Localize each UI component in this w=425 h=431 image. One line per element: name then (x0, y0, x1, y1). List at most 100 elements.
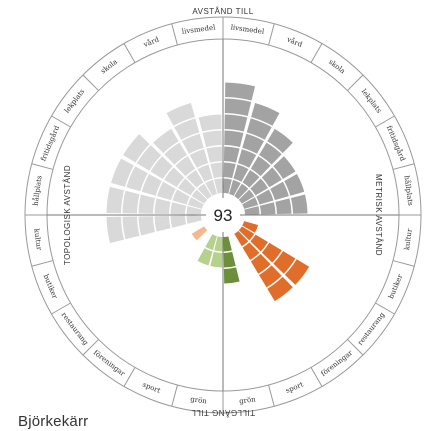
bar-cell-skola (175, 156, 196, 177)
category-label: restaurang (60, 311, 90, 347)
bar-cell-restaurang (284, 259, 310, 285)
bar-cell-hållplats (154, 198, 171, 215)
bar-cell-lekplats (191, 189, 208, 204)
ring-divider (171, 23, 178, 46)
bar-cell-butiker (242, 221, 259, 233)
bar-cell-fritidsgård (126, 166, 148, 192)
bar-cell-hållplats (186, 206, 202, 215)
bar-cell-livsmedel (224, 98, 252, 117)
category-label: hållplats (402, 175, 415, 207)
ring-divider (82, 74, 99, 91)
category-label: sport (285, 380, 305, 395)
bar-cell-livsmedel (206, 146, 223, 163)
bar-cell-livsmedel (225, 82, 256, 101)
bar-cell-lekplats (250, 178, 269, 196)
category-label: föreningar (320, 348, 355, 378)
bar-cell-vård (246, 118, 272, 140)
ring-divider (268, 23, 275, 46)
axis-title-left: TOPOLOGISK AVSTÅND (63, 165, 72, 265)
category-label: livsmedel (181, 23, 216, 35)
bar-cell-livsmedel (223, 146, 240, 163)
ring-divider (310, 43, 323, 63)
bar-cell-fritidsgård (172, 189, 190, 205)
place-name: Björkekärr (18, 413, 89, 430)
bar-cell-fritidsgård (270, 181, 289, 201)
bar-cell-vård (233, 164, 249, 182)
bar-cell-livsmedel (223, 162, 236, 179)
bar-cell-kultur (106, 216, 125, 244)
ring-divider (51, 302, 71, 315)
bar-cell-restaurang (191, 226, 208, 241)
bar-cell-skola (242, 169, 260, 188)
bar-cell-grön (223, 236, 232, 252)
axis-title-top: AVSTÅND TILL (192, 7, 253, 16)
ring-divider (375, 302, 395, 315)
bar-cell-grön (223, 251, 236, 268)
category-label: kultur (32, 228, 43, 251)
bar-cell-grön (223, 267, 240, 284)
bar-cell-fritidsgård (256, 189, 274, 205)
bar-cell-restaurang (273, 251, 296, 274)
ring-divider (31, 163, 54, 170)
bar-cell-fritidsgård (111, 158, 134, 187)
bar-cell-fritidsgård (284, 174, 305, 196)
bar-cell-lekplats (136, 145, 162, 171)
bar-cell-föreningar (242, 242, 260, 261)
bar-cell-sport (205, 234, 217, 251)
ring-divider (268, 384, 275, 407)
bar-cell-hållplats (138, 194, 156, 214)
ring-divider (347, 339, 364, 356)
bar-cell-livsmedel (210, 162, 223, 179)
category-label: vård (285, 34, 305, 49)
bar-cell-vård (174, 118, 200, 140)
bar-cell-föreningar (234, 230, 249, 247)
bar-cell-vård (205, 179, 217, 196)
score-value: 93 (214, 206, 233, 225)
bar-cell-hållplats (106, 186, 125, 214)
bar-cell-skola (197, 183, 212, 200)
bar-cell-livsmedel (223, 178, 232, 194)
bar-cell-lekplats (273, 156, 296, 179)
bar-cell-lekplats (164, 167, 185, 188)
ring-divider (375, 115, 395, 128)
bar-cell-hållplats (290, 194, 308, 214)
bar-cell-vård (242, 133, 264, 154)
bar-cell-vård (166, 103, 195, 126)
category-label: fritidsgård (38, 124, 61, 163)
center-score: 93 (206, 198, 240, 232)
category-label: lekplats (360, 88, 384, 115)
bar-cell-grön (214, 236, 223, 252)
bar-cell-fritidsgård (141, 174, 162, 196)
bar-cell-fritidsgård (157, 181, 176, 201)
category-label: kultur (403, 228, 414, 251)
ring-divider (392, 260, 415, 267)
bar-cell-hållplats (275, 198, 292, 215)
category-label: grön (190, 395, 208, 405)
ring-divider (82, 339, 99, 356)
ring-divider (310, 367, 323, 387)
ring-divider (123, 367, 136, 387)
category-label: restaurang (356, 310, 386, 346)
bar-cell-skola (250, 156, 271, 177)
ring-divider (171, 384, 178, 407)
bar-cell-föreningar (267, 276, 293, 302)
bar-cell-grön (210, 251, 223, 268)
bar-cell-skola (259, 142, 282, 165)
bar-cell-restaurang (261, 242, 282, 263)
bar-cell-kultur (186, 215, 202, 224)
bar-cell-fritidsgård (242, 197, 259, 209)
bar-cell-lekplats (177, 178, 196, 196)
category-label: lekplats (63, 87, 87, 114)
bar-cell-livsmedel (224, 114, 248, 132)
bar-cell-hållplats (259, 202, 276, 215)
category-label: skola (99, 58, 119, 76)
category-label: föreningar (92, 349, 127, 379)
category-label: hållplats (31, 174, 44, 206)
axis-title-bottom: TILLGÅNG TILL (191, 408, 255, 417)
ring-divider (347, 74, 364, 91)
bar-cell-vård (182, 133, 204, 154)
bar-cell-fritidsgård (187, 197, 204, 209)
category-label: butiker (42, 273, 60, 300)
bar-cell-hållplats (122, 190, 140, 214)
